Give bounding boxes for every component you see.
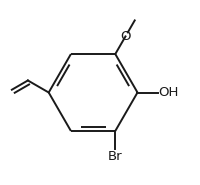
Text: Br: Br [107, 150, 122, 163]
Text: O: O [120, 30, 130, 43]
Text: OH: OH [158, 86, 178, 99]
